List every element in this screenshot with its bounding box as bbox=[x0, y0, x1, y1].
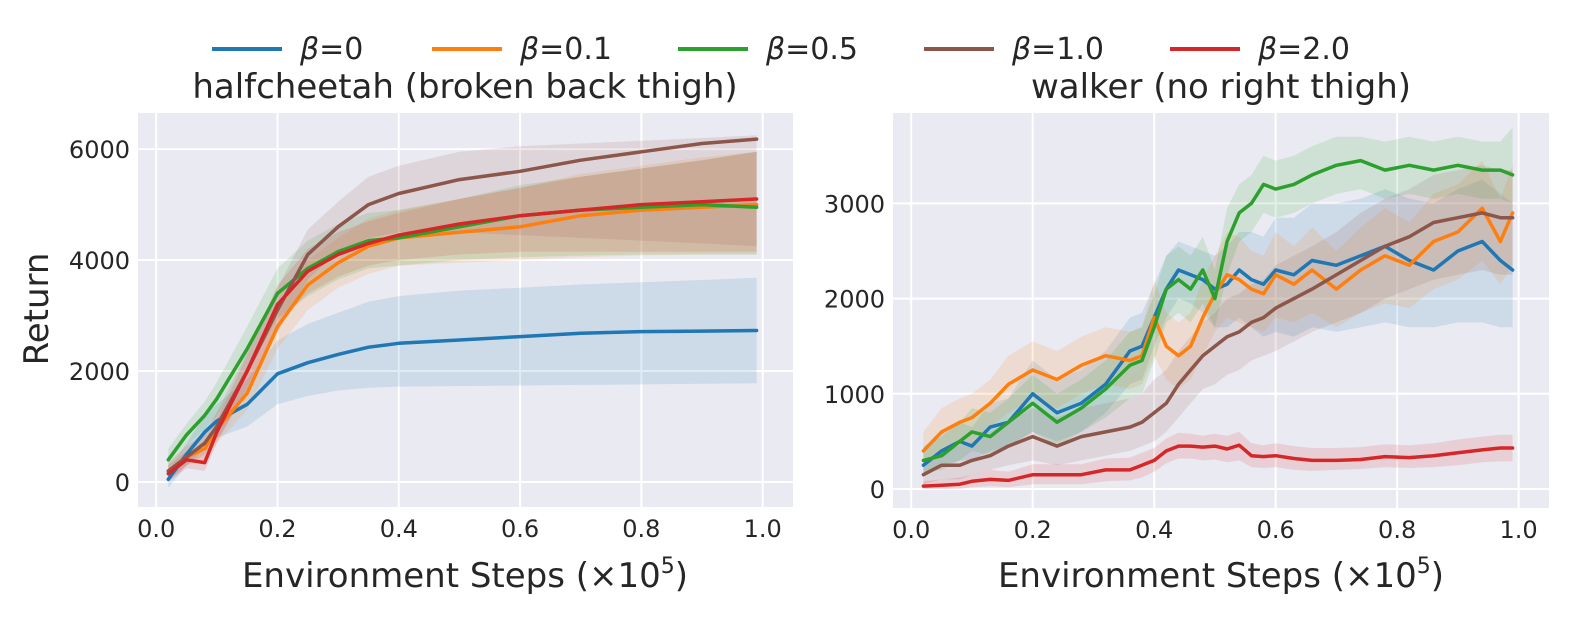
series-line-β=2.0 bbox=[921, 443, 1515, 488]
x-tick-label: 0.4 bbox=[1135, 516, 1173, 544]
series-line-β=0 bbox=[166, 328, 759, 482]
x-axis-label-close: ) bbox=[1431, 556, 1444, 596]
legend-entry-beta-2.0: β=2.0 bbox=[1170, 32, 1350, 67]
legend-label: =2.0 bbox=[1277, 32, 1350, 67]
x-axis-label: Environment Steps (×105) bbox=[242, 554, 688, 596]
series-line-β=2.0 bbox=[166, 197, 759, 476]
legend-entry-beta-1.0: β=1.0 bbox=[924, 32, 1104, 67]
series-line-β=0.5 bbox=[921, 158, 1515, 463]
x-axis-label-exponent: 5 bbox=[661, 554, 675, 579]
x-tick-label: 1.0 bbox=[1500, 516, 1538, 544]
y-tick-label: 0 bbox=[115, 469, 130, 497]
y-tick-label: 3000 bbox=[824, 190, 885, 218]
plot-layer: 0.0 0.2 0.4 0.6 0.8 1.0 0 2000 4000 6000 bbox=[69, 113, 793, 543]
band-β=0.5 bbox=[923, 127, 1513, 472]
y-tick-label: 2000 bbox=[824, 286, 885, 314]
legend-beta-symbol: β bbox=[299, 32, 319, 67]
plot-area bbox=[893, 113, 1549, 508]
x-tick-label: 0.6 bbox=[1257, 516, 1295, 544]
legend-label: =0.5 bbox=[785, 32, 858, 67]
legend-entry-beta-0.1: β=0.1 bbox=[432, 32, 612, 67]
chart-walker: 0.0 0.2 0.4 0.6 0.8 1.0 0 1000 2000 3000 walker (… bbox=[824, 67, 1549, 596]
series-line-β=1.0 bbox=[166, 137, 759, 473]
svg-text:β=0: β=0 bbox=[299, 32, 363, 67]
x-tick-label: 0.0 bbox=[137, 515, 175, 543]
x-tick-label: 0.6 bbox=[501, 515, 539, 543]
x-axis-label-text: Environment Steps (×10 bbox=[998, 556, 1417, 596]
band-β=2.0 bbox=[168, 151, 757, 483]
x-tick-label: 0.8 bbox=[622, 515, 660, 543]
chart-title: halfcheetah (broken back thigh) bbox=[192, 67, 737, 107]
series-line-β=1.0 bbox=[921, 211, 1515, 477]
svg-text:β=1.0: β=1.0 bbox=[1011, 32, 1104, 67]
x-axis-label: Environment Steps (×105) bbox=[998, 554, 1444, 596]
chart-title: walker (no right thigh) bbox=[1031, 67, 1411, 107]
legend-label: =0.1 bbox=[539, 32, 612, 67]
x-tick-label: 1.0 bbox=[744, 515, 782, 543]
series-line-β=0.1 bbox=[921, 206, 1515, 453]
legend-entry-beta-0: β=0 bbox=[212, 32, 363, 67]
legend-beta-symbol: β bbox=[519, 32, 539, 67]
x-tick-label: 0.2 bbox=[258, 515, 296, 543]
band-β=0.1 bbox=[923, 160, 1513, 466]
x-tick-label: 0.4 bbox=[380, 515, 418, 543]
legend-beta-symbol: β bbox=[1257, 32, 1277, 67]
band-β=0.1 bbox=[168, 151, 757, 483]
legend-label: =1.0 bbox=[1031, 32, 1104, 67]
y-tick-label: 6000 bbox=[69, 136, 130, 164]
svg-text:β=2.0: β=2.0 bbox=[1257, 32, 1350, 67]
series-line-β=0.1 bbox=[166, 202, 759, 476]
x-axis-label-text: Environment Steps (×10 bbox=[242, 556, 661, 596]
x-axis-label-close: ) bbox=[675, 556, 688, 596]
svg-text:β=0.5: β=0.5 bbox=[765, 32, 858, 67]
y-tick-label: 1000 bbox=[824, 381, 885, 409]
legend-beta-symbol: β bbox=[765, 32, 785, 67]
band-β=0 bbox=[168, 277, 757, 488]
x-tick-label: 0.2 bbox=[1014, 516, 1052, 544]
band-β=1.0 bbox=[923, 165, 1513, 485]
y-tick-label: 2000 bbox=[69, 358, 130, 386]
legend-beta-symbol: β bbox=[1011, 32, 1031, 67]
y-axis-label: Return bbox=[17, 253, 57, 366]
x-tick-label: 0.8 bbox=[1378, 516, 1416, 544]
svg-text:β=0.1: β=0.1 bbox=[519, 32, 612, 67]
x-axis-label-exponent: 5 bbox=[1417, 554, 1431, 579]
legend-entry-beta-0.5: β=0.5 bbox=[678, 32, 858, 67]
band-β=1.0 bbox=[168, 135, 757, 480]
y-tick-label: 0 bbox=[870, 476, 885, 504]
x-tick-label: 0.0 bbox=[892, 516, 930, 544]
legend: β=0 β=0.1 β=0.5 β=1.0 β=2.0 bbox=[212, 32, 1350, 67]
band-β=0.5 bbox=[168, 151, 757, 469]
legend-label: =0 bbox=[319, 32, 363, 67]
chart-halfcheetah: 0.0 0.2 0.4 0.6 0.8 1.0 0 2000 4000 6000 halfchee… bbox=[17, 67, 793, 596]
y-tick-label: 4000 bbox=[69, 247, 130, 275]
plot-layer: 0.0 0.2 0.4 0.6 0.8 1.0 0 1000 2000 3000 bbox=[824, 113, 1549, 544]
